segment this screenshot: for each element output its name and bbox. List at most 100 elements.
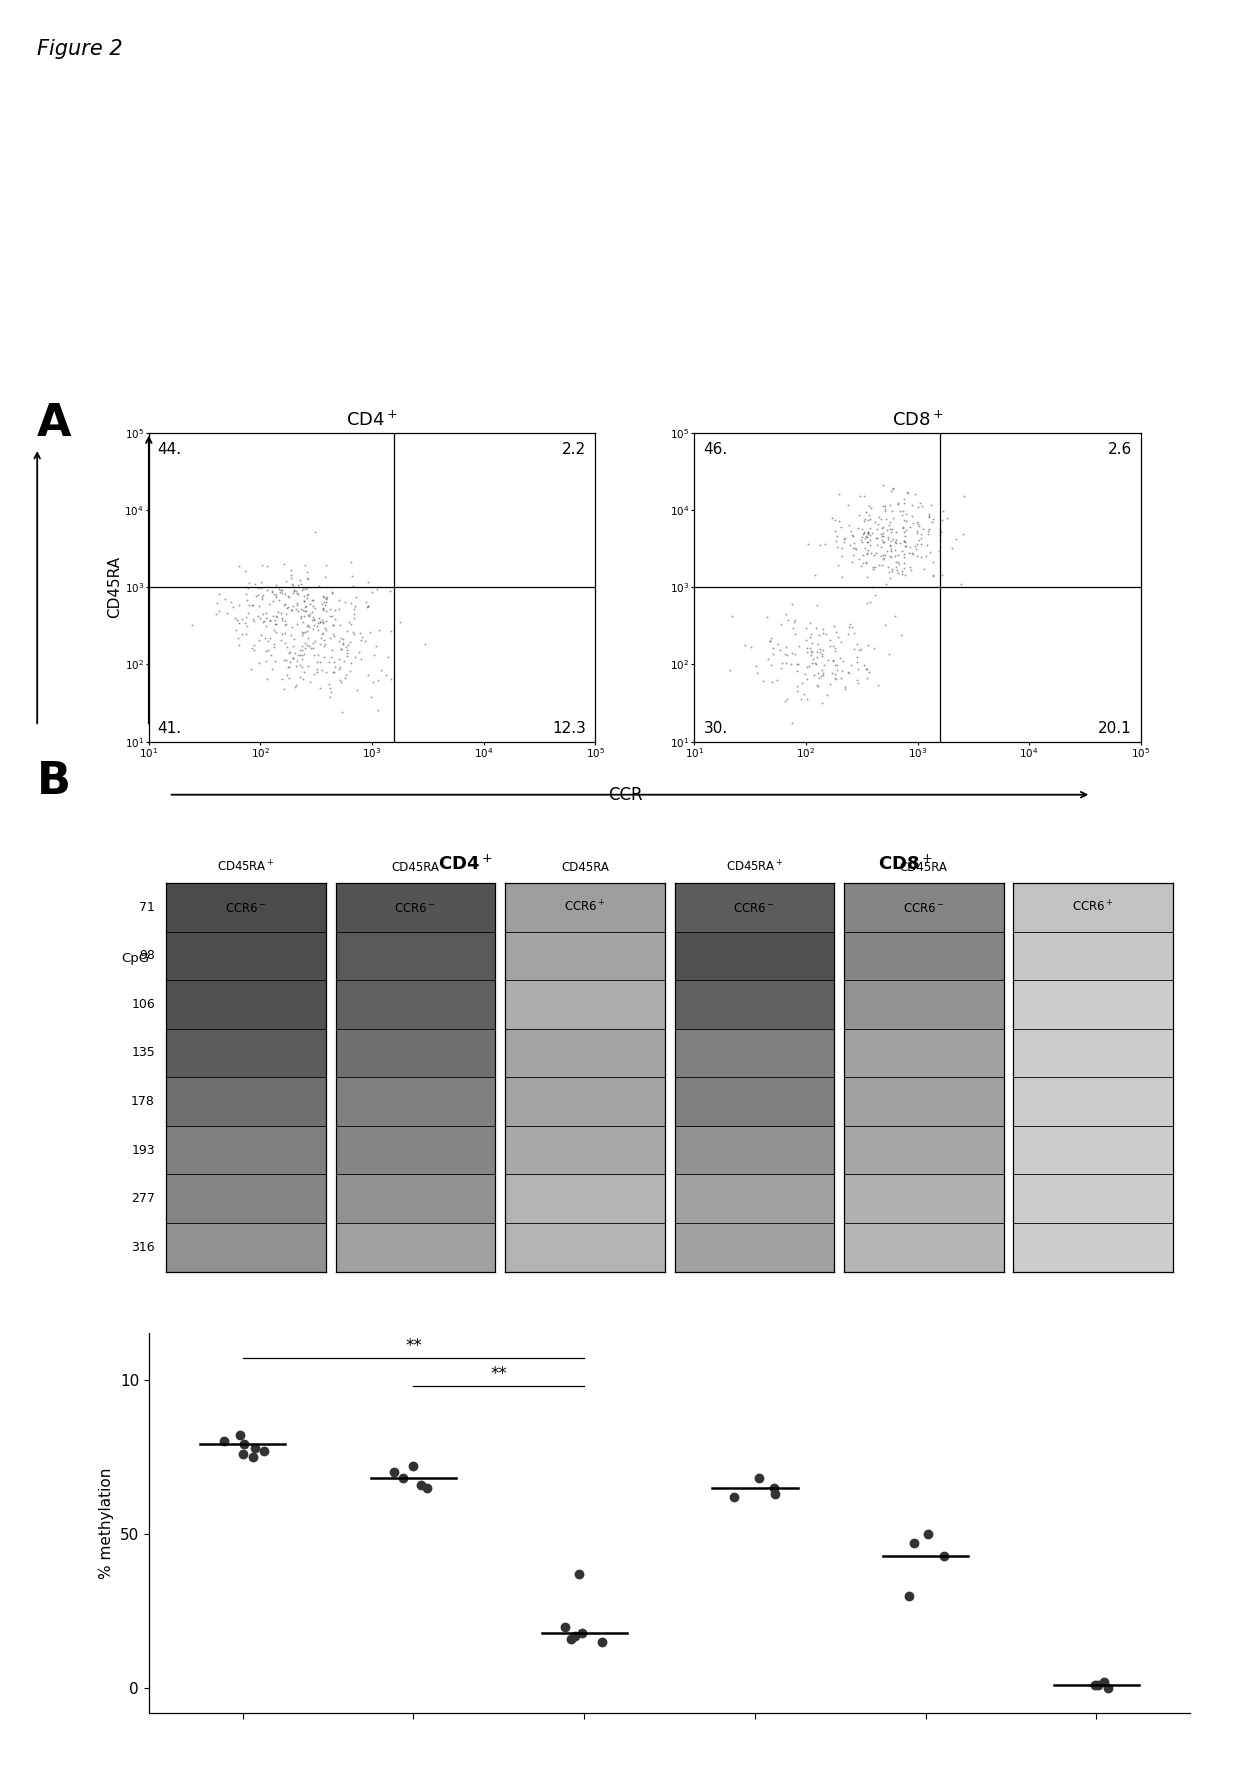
- Point: [351, 645, 371, 673]
- Point: [898, 479, 918, 507]
- Point: [817, 682, 837, 710]
- Point: [316, 597, 336, 625]
- Point: [843, 533, 863, 562]
- Point: [879, 558, 899, 586]
- Point: [329, 595, 348, 623]
- Point: [894, 486, 914, 514]
- Point: [274, 549, 294, 577]
- Point: [735, 630, 755, 659]
- Point: [830, 480, 849, 509]
- Point: [861, 588, 880, 616]
- Point: [281, 565, 301, 593]
- Point: [263, 655, 283, 683]
- Point: [854, 533, 874, 562]
- Text: Figure 2: Figure 2: [37, 39, 123, 58]
- Point: [888, 491, 908, 519]
- Point: [785, 620, 805, 648]
- Point: [298, 565, 317, 593]
- Point: [910, 525, 930, 553]
- Point: [906, 535, 926, 563]
- Point: [290, 604, 310, 632]
- Point: [763, 641, 782, 669]
- Point: [277, 593, 296, 622]
- Point: [897, 507, 916, 535]
- Text: CD8$^+$: CD8$^+$: [878, 855, 932, 874]
- Point: [852, 526, 872, 555]
- Point: [403, 1452, 423, 1480]
- Point: [341, 609, 361, 638]
- Point: [911, 493, 931, 521]
- Text: 71: 71: [139, 901, 155, 913]
- Point: [879, 510, 899, 539]
- Point: [275, 611, 295, 639]
- Point: [815, 530, 835, 558]
- Point: [861, 514, 880, 542]
- Point: [290, 595, 310, 623]
- Point: [275, 620, 295, 648]
- Point: [892, 560, 911, 588]
- Point: [897, 516, 916, 544]
- Point: [908, 510, 928, 539]
- Point: [787, 650, 807, 678]
- Point: [273, 604, 293, 632]
- Point: [835, 673, 854, 701]
- Text: CCR6$^-$: CCR6$^-$: [733, 902, 775, 915]
- Point: [312, 597, 332, 625]
- Point: [325, 597, 345, 625]
- Point: [761, 652, 781, 680]
- Point: [830, 507, 849, 535]
- Point: [875, 494, 895, 523]
- Point: [742, 632, 761, 660]
- Point: [858, 507, 878, 535]
- Point: [316, 551, 336, 579]
- Point: [293, 641, 312, 669]
- Point: [314, 618, 334, 646]
- Point: [249, 592, 269, 620]
- Point: [932, 505, 952, 533]
- Text: 277: 277: [131, 1192, 155, 1204]
- Point: [801, 638, 821, 666]
- Point: [330, 653, 350, 682]
- Point: [758, 602, 777, 630]
- Point: [842, 613, 862, 641]
- Point: [776, 650, 796, 678]
- Point: [345, 592, 365, 620]
- Point: [310, 608, 330, 636]
- Point: [286, 646, 306, 675]
- Point: [918, 530, 937, 558]
- Point: [311, 623, 331, 652]
- Point: [321, 683, 341, 712]
- Point: [316, 588, 336, 616]
- Point: [894, 505, 914, 533]
- Point: [858, 519, 878, 547]
- Point: [807, 659, 827, 687]
- Point: [911, 530, 931, 558]
- Point: [281, 620, 301, 648]
- Point: [813, 615, 833, 643]
- Point: [901, 556, 921, 585]
- Point: [854, 482, 874, 510]
- Point: [880, 542, 900, 570]
- Point: [867, 514, 887, 542]
- Point: [842, 547, 862, 576]
- Point: [832, 542, 852, 570]
- Point: [360, 618, 379, 646]
- Point: [351, 625, 371, 653]
- Point: [806, 560, 826, 588]
- Text: 178: 178: [131, 1095, 155, 1107]
- Point: [835, 528, 854, 556]
- Point: [263, 586, 283, 615]
- Text: 46.: 46.: [703, 442, 728, 457]
- Point: [569, 1559, 589, 1588]
- Point: [785, 639, 805, 668]
- Point: [272, 599, 291, 627]
- Point: [299, 602, 319, 630]
- Point: [822, 503, 842, 532]
- Point: [290, 636, 310, 664]
- Point: [909, 512, 929, 540]
- Point: [273, 576, 293, 604]
- Point: [289, 641, 309, 669]
- Text: CCR: CCR: [608, 786, 642, 804]
- Text: CCR6$^-$: CCR6$^-$: [394, 902, 436, 915]
- Point: [885, 602, 905, 630]
